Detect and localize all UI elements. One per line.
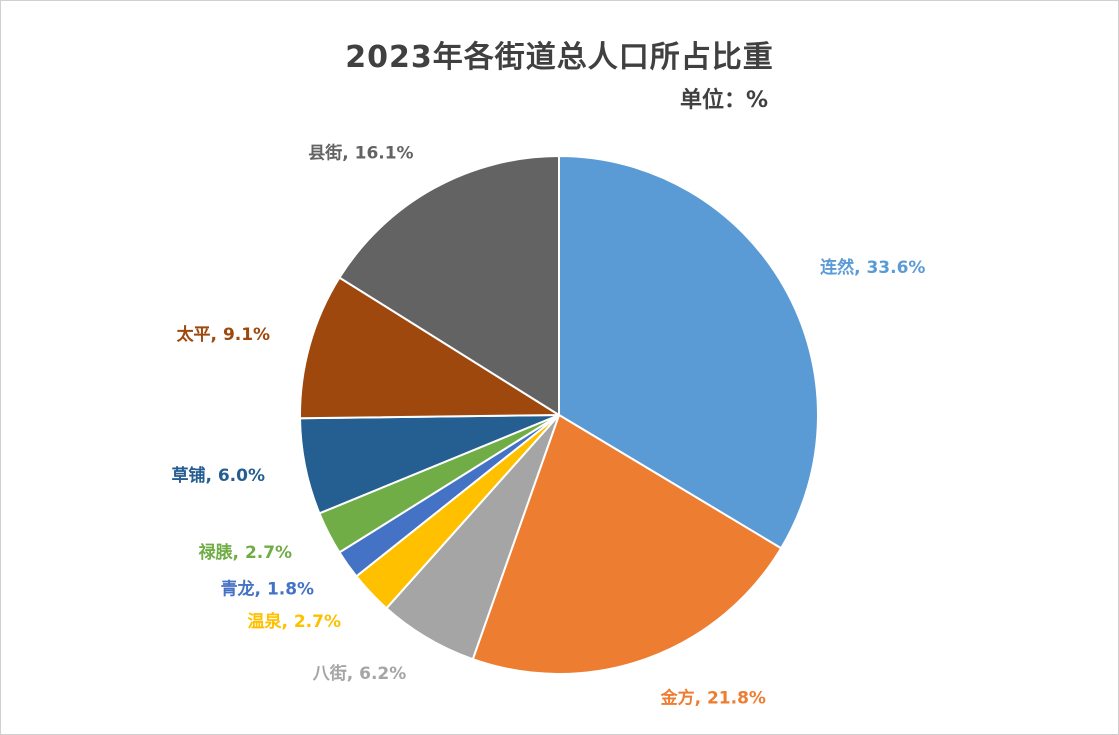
data-label-7: 草铺, 6.0% [171,465,265,486]
pie-slice-1 [558,154,819,550]
data-label-3: 八街, 6.2% [313,663,407,684]
chart-title: 2023年各街道总人口所占比重 [345,40,774,75]
pie-slice-8 [299,276,563,420]
pie-slice-2 [471,413,783,675]
pie-slice-9 [338,154,560,417]
chart-unit-label: 单位：% [680,88,769,113]
data-label-2: 金方, 21.8% [660,687,766,708]
data-label-9: 县街, 16.1% [308,143,413,164]
data-label-8: 太平, 9.1% [177,324,271,345]
data-label-1: 连然, 33.6% [820,257,925,278]
data-label-4: 温泉, 2.7% [247,611,341,632]
data-label-5: 青龙, 1.8% [221,578,315,599]
data-label-6: 禄脿, 2.7% [199,542,293,563]
